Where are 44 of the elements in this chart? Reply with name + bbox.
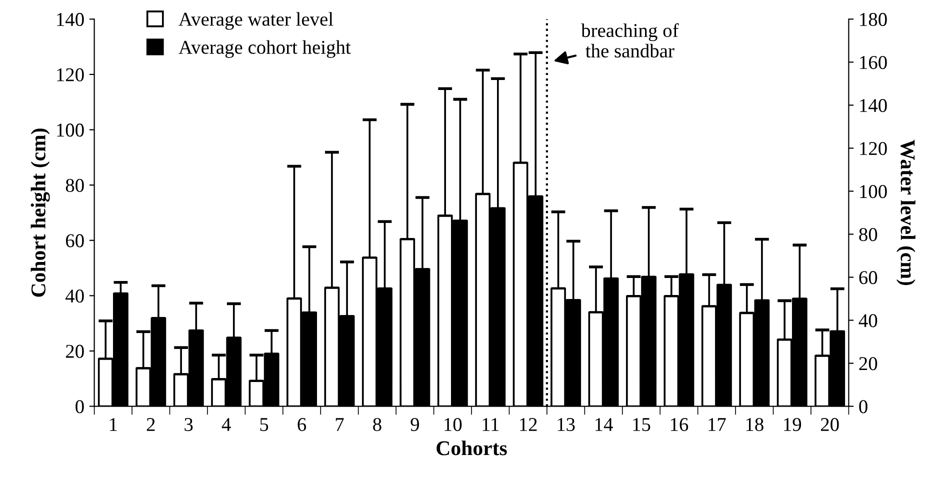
y-tick-label: 140 xyxy=(57,12,84,26)
y-tick-label: 100 xyxy=(57,124,84,137)
x-tick-label: 11 xyxy=(482,418,499,431)
y2-tick-label: 160 xyxy=(860,56,887,70)
x-tick-label: 20 xyxy=(820,418,839,432)
x-tick-label: 2 xyxy=(146,418,155,431)
y2-tick-label: 100 xyxy=(860,185,887,198)
x-tick-label: 14 xyxy=(596,418,613,431)
x-tick-label: 15 xyxy=(633,418,650,432)
y2-tick-label: 60 xyxy=(859,271,878,284)
x-tick-label: 8 xyxy=(373,418,382,432)
y-tick-label: 60 xyxy=(66,234,84,248)
x-tick-label: 4 xyxy=(222,418,231,431)
y2-tick-label: 0 xyxy=(859,400,868,414)
y-axis-title: Cohort height (cm) xyxy=(30,128,50,297)
x-tick-label: 1 xyxy=(110,418,117,431)
y-tick-label: 0 xyxy=(76,400,84,414)
y2-tick-label: 40 xyxy=(858,314,878,328)
y-tick-label: 80 xyxy=(66,178,84,192)
x-tick-label: 12 xyxy=(520,418,537,431)
y2-tick-label: 80 xyxy=(859,228,878,242)
x-tick-label: 19 xyxy=(784,418,802,432)
x-tick-label: 17 xyxy=(708,418,726,431)
y2-axis-title: Water level (cm) xyxy=(896,140,916,286)
y-tick-label: 120 xyxy=(57,68,84,82)
x-tick-label: 3 xyxy=(184,418,193,432)
x-tick-label: 6 xyxy=(298,418,306,432)
x-tick-label: 13 xyxy=(558,418,575,432)
annotation: breaching of the sandbar xyxy=(581,23,679,58)
x-tick-label: 9 xyxy=(410,418,419,432)
y2-tick-label: 180 xyxy=(860,12,887,26)
x-tick-label: 7 xyxy=(336,418,344,431)
y2-tick-label: 20 xyxy=(859,357,878,370)
legend-label: Average cohort height xyxy=(178,40,351,58)
y2-tick-label: 120 xyxy=(860,142,887,156)
x-tick-label: 10 xyxy=(444,418,462,432)
legend-label: Average water level xyxy=(178,12,334,30)
y-tick-label: 40 xyxy=(66,289,84,303)
x-tick-label: 16 xyxy=(670,418,688,432)
x-axis-title: Cohorts xyxy=(436,440,507,456)
x-tick-label: 18 xyxy=(746,418,764,432)
y-tick-label: 20 xyxy=(66,344,84,358)
y2-tick-label: 140 xyxy=(860,98,887,112)
x-tick-label: 5 xyxy=(260,418,268,432)
